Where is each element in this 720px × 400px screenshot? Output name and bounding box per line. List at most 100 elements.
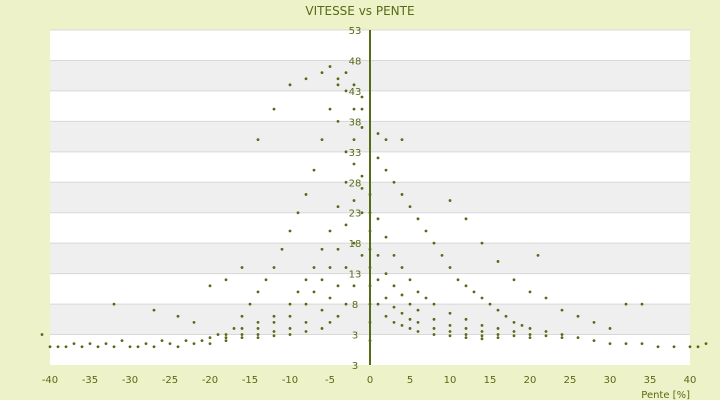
- x-tick-label: -25: [162, 375, 178, 386]
- data-point: [304, 320, 308, 324]
- data-point: [344, 150, 348, 154]
- data-point: [464, 317, 468, 321]
- data-point: [360, 253, 364, 257]
- data-point: [528, 290, 532, 294]
- data-point: [560, 308, 564, 312]
- data-point: [360, 211, 364, 215]
- data-point: [376, 278, 380, 282]
- data-point: [152, 308, 156, 312]
- data-point: [496, 336, 500, 339]
- y-tick-label: 3: [352, 331, 358, 342]
- data-point: [416, 320, 420, 324]
- data-point: [496, 308, 500, 312]
- data-point: [40, 333, 44, 336]
- data-point: [216, 333, 220, 336]
- data-point: [360, 186, 364, 190]
- data-point: [512, 278, 516, 282]
- data-point: [576, 314, 580, 318]
- x-tick-label: 0: [367, 375, 373, 386]
- data-point: [496, 327, 500, 330]
- data-point: [496, 260, 500, 263]
- data-point: [352, 107, 356, 111]
- data-point: [328, 320, 332, 324]
- data-point: [200, 339, 204, 343]
- data-point: [400, 266, 404, 269]
- data-point: [360, 126, 364, 129]
- data-point: [392, 180, 396, 184]
- data-point: [96, 345, 100, 349]
- data-point: [384, 138, 388, 142]
- data-point: [432, 333, 436, 336]
- data-point: [424, 229, 428, 233]
- data-point: [608, 327, 612, 330]
- data-point: [272, 266, 276, 269]
- data-point: [416, 217, 420, 221]
- data-point: [384, 296, 388, 300]
- x-tick-label: 20: [524, 375, 537, 386]
- x-tick-label: 35: [644, 375, 657, 386]
- data-point: [376, 132, 380, 135]
- data-point: [448, 311, 452, 315]
- data-point: [448, 330, 452, 333]
- data-point: [208, 342, 212, 346]
- data-point: [128, 345, 132, 349]
- x-tick-label: -15: [242, 375, 258, 386]
- data-point: [528, 333, 532, 336]
- y-tick-label: 3: [352, 361, 358, 372]
- x-tick-label: 40: [684, 375, 697, 386]
- data-point: [448, 199, 452, 202]
- data-point: [192, 342, 196, 346]
- data-point: [408, 327, 412, 330]
- data-point: [288, 314, 292, 318]
- data-point: [528, 336, 532, 339]
- data-point: [336, 314, 340, 318]
- data-point: [256, 290, 260, 294]
- data-point: [400, 311, 404, 315]
- data-point: [328, 266, 332, 269]
- data-point: [448, 324, 452, 327]
- data-point: [432, 327, 436, 330]
- data-point: [704, 342, 708, 346]
- y-tick-label: 8: [352, 300, 358, 311]
- data-point: [320, 278, 324, 282]
- data-point: [184, 339, 188, 343]
- data-point: [488, 302, 492, 306]
- data-point: [296, 290, 300, 294]
- data-point: [288, 302, 292, 306]
- x-tick-label: -10: [282, 375, 298, 386]
- data-point: [88, 342, 92, 346]
- data-point: [344, 89, 348, 93]
- data-point: [624, 342, 628, 346]
- data-point: [240, 333, 244, 336]
- data-point: [424, 296, 428, 300]
- data-point: [272, 107, 276, 111]
- data-point: [472, 290, 476, 294]
- data-point: [312, 290, 316, 294]
- y-tick-label: 53: [349, 26, 362, 37]
- x-tick-label: -5: [325, 375, 335, 386]
- data-point: [352, 199, 356, 202]
- data-point: [368, 339, 372, 343]
- x-tick-label: -40: [42, 375, 58, 386]
- data-point: [464, 327, 468, 330]
- data-point: [72, 342, 76, 346]
- data-point: [312, 266, 316, 269]
- data-point: [400, 324, 404, 327]
- data-point: [240, 336, 244, 339]
- data-point: [320, 327, 324, 330]
- data-point: [272, 334, 276, 338]
- y-tick-label: 23: [349, 209, 362, 220]
- data-point: [168, 342, 172, 346]
- data-point: [392, 284, 396, 288]
- data-point: [368, 229, 372, 233]
- data-point: [344, 71, 348, 75]
- data-point: [176, 345, 180, 349]
- data-point: [480, 337, 484, 341]
- data-point: [264, 278, 268, 282]
- data-point: [352, 83, 356, 87]
- data-point: [120, 339, 124, 343]
- data-point: [160, 339, 164, 343]
- data-point: [136, 345, 140, 349]
- data-point: [288, 327, 292, 330]
- data-point: [384, 314, 388, 318]
